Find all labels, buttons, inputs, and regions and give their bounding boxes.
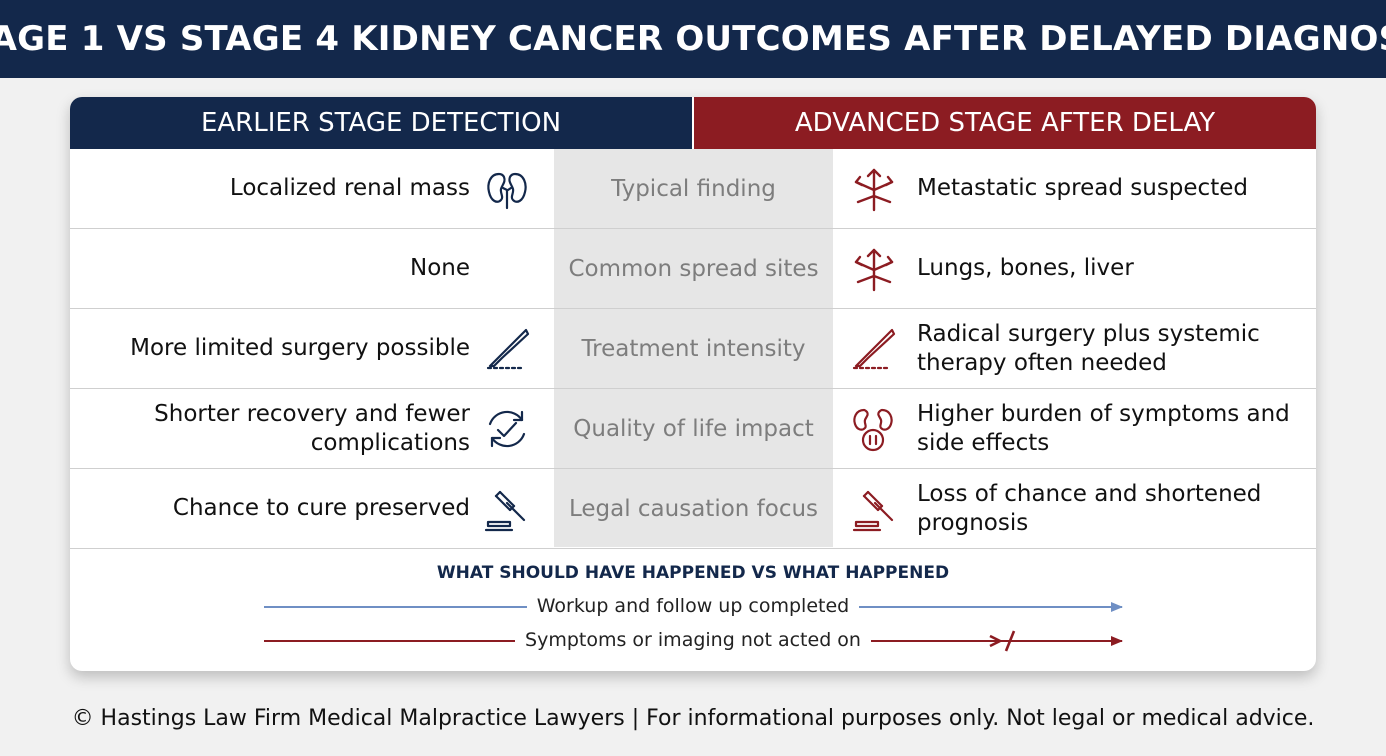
spread-arrows-icon	[854, 168, 894, 212]
spread-arrows-icon	[854, 248, 894, 292]
table-row: Localized renal mass Typical finding Met…	[70, 149, 1316, 229]
advanced-stage-cell: Lungs, bones, liver	[917, 255, 1134, 281]
header-earlier-stage: EARLIER STAGE DETECTION	[70, 97, 692, 149]
earlier-stage-cell: More limited surgery possible	[130, 335, 470, 361]
advanced-stage-cell: Metastatic spread suspected	[917, 175, 1248, 201]
table-row: More limited surgery possible Treatment …	[70, 309, 1316, 389]
advanced-stage-cell: Higher burden of symptoms and side effec…	[917, 400, 1290, 456]
gavel-icon	[852, 490, 894, 532]
criterion-cell: Common spread sites	[568, 255, 819, 282]
expected-path-label: Workup and follow up completed	[70, 595, 1316, 617]
earlier-stage-cell: Localized renal mass	[229, 175, 470, 201]
actual-path-label: Symptoms or imaging not acted on	[70, 629, 1316, 651]
kidney-icon	[487, 172, 527, 210]
criterion-cell: Treatment intensity	[581, 335, 806, 362]
recovery-check-icon	[488, 410, 526, 448]
advanced-stage-cell: Loss of chance and shortened prognosis	[917, 480, 1262, 536]
footer-disclaimer: © Hastings Law Firm Medical Malpractice …	[71, 706, 1315, 731]
advanced-stage-cell: Radical surgery plus systemic therapy of…	[917, 320, 1260, 376]
scalpel-icon	[486, 328, 530, 370]
earlier-stage-cell: Shorter recovery and fewer complications	[154, 400, 470, 456]
gavel-icon	[484, 490, 526, 532]
table-row: Chance to cure preserved Legal causation…	[70, 469, 1316, 549]
criterion-cell: Typical finding	[611, 175, 776, 202]
table-row: None Common spread sites Lungs, bones, l…	[70, 229, 1316, 309]
criterion-cell: Legal causation focus	[568, 495, 819, 522]
title-banner: STAGE 1 VS STAGE 4 KIDNEY CANCER OUTCOME…	[0, 0, 1386, 78]
comparison-card: EARLIER STAGE DETECTION ADVANCED STAGE A…	[70, 97, 1316, 671]
criterion-cell: Quality of life impact	[573, 415, 814, 442]
table-row: Shorter recovery and fewer complications…	[70, 389, 1316, 469]
kidney-pill-icon	[853, 408, 893, 452]
header-advanced-stage: ADVANCED STAGE AFTER DELAY	[694, 97, 1316, 149]
timeline-title: WHAT SHOULD HAVE HAPPENED VS WHAT HAPPEN…	[436, 563, 950, 583]
earlier-stage-cell: None	[409, 255, 470, 281]
scalpel-icon	[852, 328, 896, 370]
middle-column-background	[554, 149, 833, 547]
page-title: STAGE 1 VS STAGE 4 KIDNEY CANCER OUTCOME…	[0, 19, 1386, 59]
earlier-stage-cell: Chance to cure preserved	[172, 495, 470, 521]
interruption-mark	[989, 634, 1003, 648]
